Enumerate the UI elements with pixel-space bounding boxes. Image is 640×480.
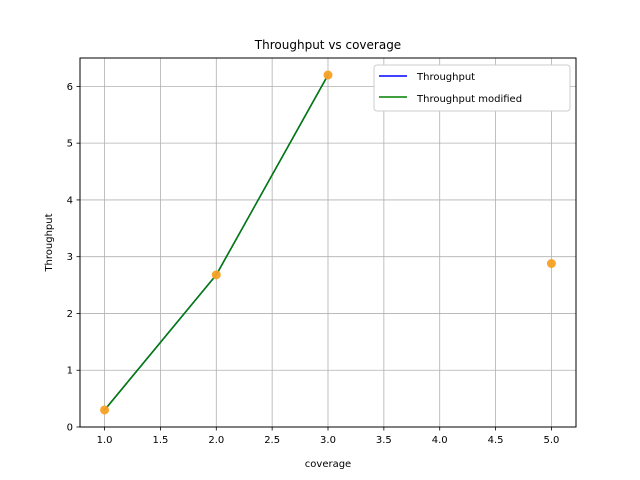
data-point (211, 270, 221, 280)
legend-label-throughput: Throughput (416, 72, 475, 83)
y-tick-label: 4 (67, 195, 73, 206)
x-tick-label: 5.0 (543, 435, 559, 446)
legend-box (373, 64, 571, 112)
y-tick-label: 6 (67, 82, 73, 93)
y-tick-label: 5 (67, 139, 73, 150)
x-axis: 1.0 1.5 2.0 2.5 3.0 3.5 4.0 4.5 5.0 (97, 427, 559, 446)
x-tick-label: 2.0 (208, 435, 224, 446)
y-tick-label: 3 (67, 252, 73, 263)
data-point (100, 405, 110, 415)
y-tick-label: 2 (67, 309, 73, 320)
y-tick-label: 0 (67, 423, 73, 434)
x-tick-label: 3.5 (376, 435, 392, 446)
y-tick-label: 1 (67, 366, 73, 377)
x-tick-label: 4.0 (432, 435, 448, 446)
x-tick-label: 2.5 (264, 435, 280, 446)
data-point (546, 259, 556, 269)
x-tick-label: 1.5 (152, 435, 168, 446)
chart-title: Throughput vs coverage (254, 38, 401, 52)
y-axis: 0 1 2 3 4 5 6 (67, 82, 80, 434)
x-axis-label: coverage (305, 459, 351, 470)
x-tick-label: 3.0 (320, 435, 336, 446)
x-tick-label: 4.5 (488, 435, 504, 446)
legend: Throughput Throughput modified (373, 64, 571, 112)
x-tick-label: 1.0 (97, 435, 113, 446)
series-layer (100, 70, 556, 415)
data-point (323, 70, 333, 80)
y-axis-label: Throughput (44, 213, 55, 272)
legend-label-throughput-modified: Throughput modified (416, 94, 522, 105)
